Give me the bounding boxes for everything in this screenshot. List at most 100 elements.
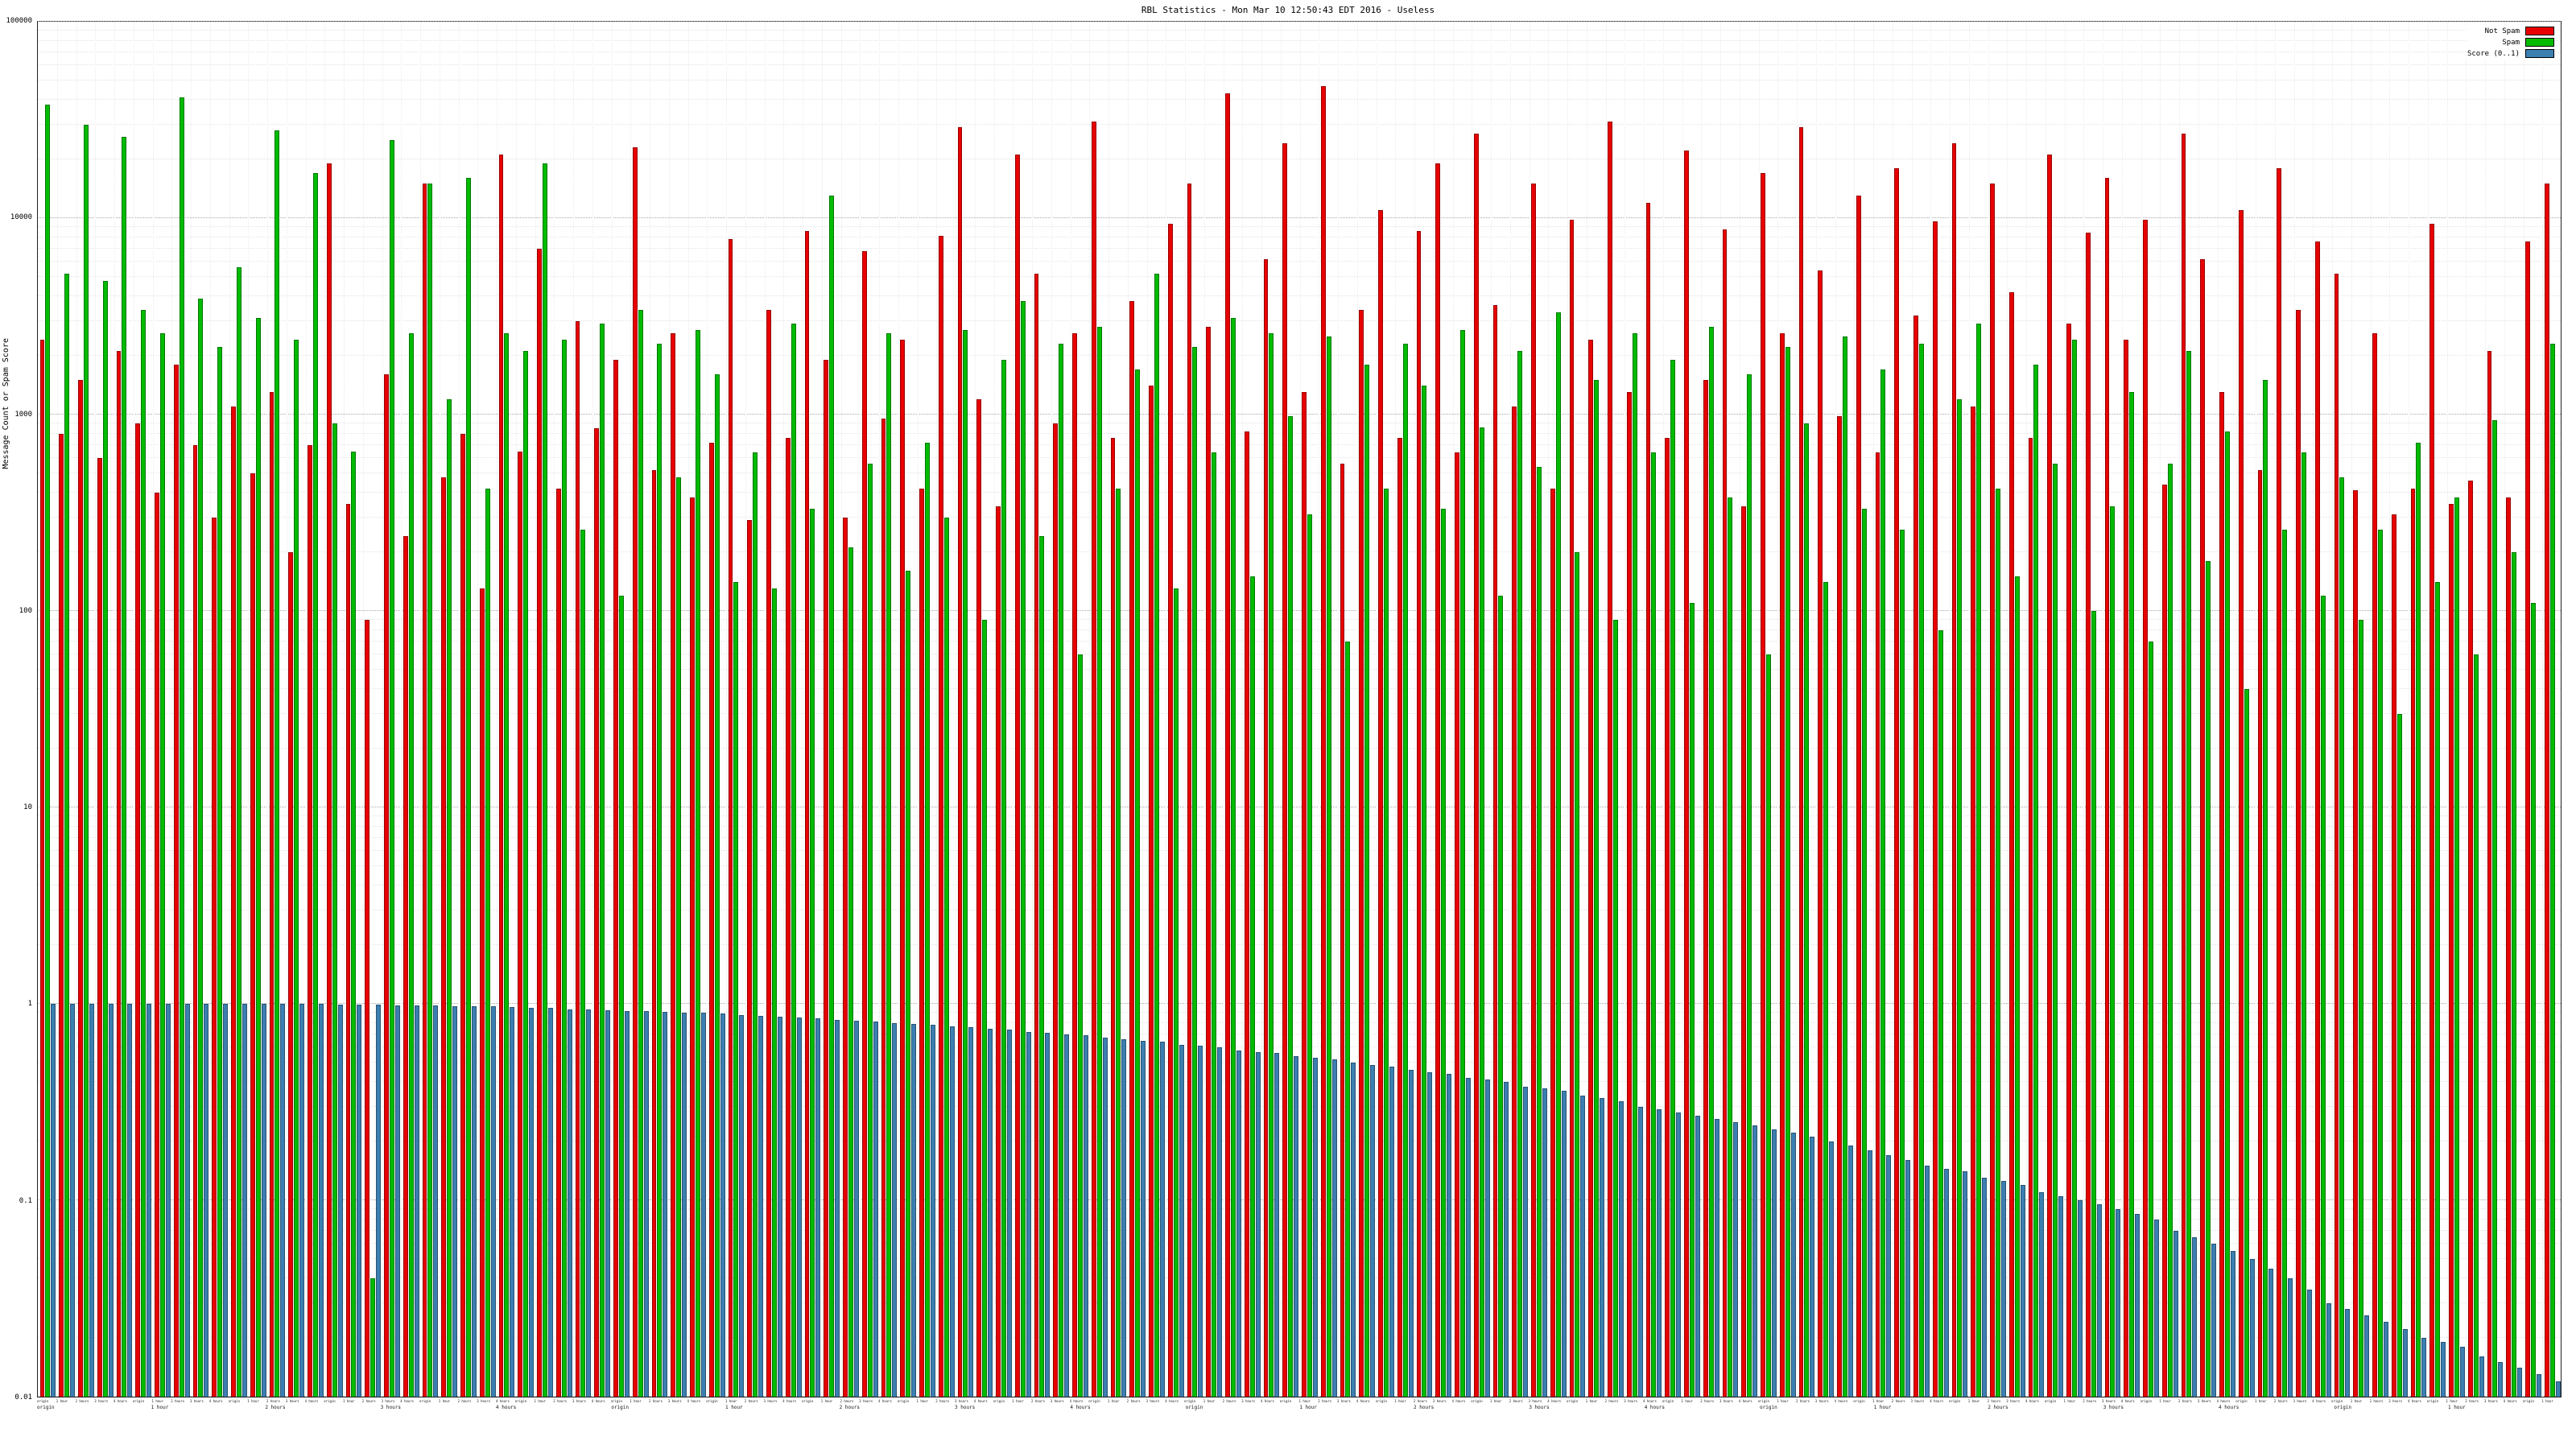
bar-score xyxy=(2077,1200,2083,1397)
bar-notspam xyxy=(479,588,485,1397)
bar-group xyxy=(687,22,708,1397)
x-tick-label-sparse xyxy=(132,1404,151,1411)
bar-score xyxy=(2135,1214,2140,1397)
bar-spam xyxy=(1039,536,1045,1397)
bar-group xyxy=(362,22,382,1397)
bar-group xyxy=(229,22,249,1397)
bar-group xyxy=(1070,22,1090,1397)
x-tick-label: 3 hours xyxy=(190,1399,204,1403)
x-tick-label: 3 hours xyxy=(2102,1399,2116,1403)
bar-group xyxy=(305,22,325,1397)
bar-notspam xyxy=(1645,202,1651,1397)
bar-score xyxy=(777,1016,782,1397)
x-tick-label: 4 hours xyxy=(1930,1399,1944,1403)
bar-notspam xyxy=(1110,438,1116,1397)
bar-spam xyxy=(733,582,739,1397)
bar-spam xyxy=(1154,274,1159,1397)
bar-group xyxy=(1452,22,1472,1397)
x-tick-label-sparse xyxy=(630,1404,650,1411)
bar-spam xyxy=(1708,326,1714,1397)
x-tick-label-sparse xyxy=(2199,1404,2219,1411)
x-tick-label: origin xyxy=(2522,1399,2534,1403)
bar-score xyxy=(127,1004,133,1397)
y-tick-label: 1 xyxy=(27,1000,32,1009)
bar-notspam xyxy=(78,380,83,1397)
bar-group xyxy=(497,22,516,1397)
bar-spam xyxy=(657,343,663,1397)
bar-notspam xyxy=(2066,324,2071,1397)
bar-score xyxy=(1255,1051,1261,1397)
x-tick-label: 2 hours xyxy=(2273,1399,2288,1403)
x-tick-label-sparse xyxy=(56,1404,76,1411)
bar-group xyxy=(439,22,459,1397)
x-tick-label: 4 hours xyxy=(1738,1399,1752,1403)
x-tick-label-sparse xyxy=(820,1404,840,1411)
x-tick-label-sparse: 3 hours xyxy=(2103,1405,2124,1410)
x-tick-label-sparse xyxy=(650,1404,669,1411)
x-tick-label: 3 hours xyxy=(1528,1399,1542,1403)
bar-group xyxy=(2466,22,2485,1397)
x-tick-label: origin xyxy=(1757,1399,1769,1403)
x-tick-label-sparse xyxy=(1051,1404,1071,1411)
bar-group xyxy=(2140,22,2161,1397)
bar-spam xyxy=(1288,416,1294,1397)
bar-group xyxy=(1242,22,1261,1397)
x-tick-label: 2 hours xyxy=(75,1399,89,1403)
x-tick-label: origin xyxy=(228,1399,240,1403)
x-tick-label-sparse xyxy=(2239,1404,2258,1411)
x-tick-label-sparse xyxy=(1224,1404,1243,1411)
bar-notspam xyxy=(2181,133,2186,1397)
x-tick-label-sparse xyxy=(1568,1404,1587,1411)
bar-score xyxy=(1886,1154,1892,1397)
x-tick-label-sparse xyxy=(1550,1404,1569,1411)
x-tick-label: 3 hours xyxy=(1337,1399,1351,1403)
bar-score xyxy=(165,1004,171,1397)
bar-score xyxy=(1083,1035,1088,1397)
x-tick-label-sparse xyxy=(2372,1404,2392,1411)
bar-score xyxy=(739,1014,745,1397)
bar-group xyxy=(2179,22,2198,1397)
bar-group xyxy=(1815,22,1835,1397)
x-tick-label: origin xyxy=(514,1399,527,1403)
bar-group xyxy=(860,22,879,1397)
x-tick-label: 1 hour xyxy=(2063,1399,2075,1403)
x-tick-label: 4 hours xyxy=(1356,1399,1370,1403)
bar-group xyxy=(1166,22,1185,1397)
x-tick-label-sparse xyxy=(994,1404,1013,1411)
x-tick-label: 1 hour xyxy=(1681,1399,1693,1403)
bar-spam xyxy=(2110,506,2116,1397)
x-tick-label-sparse: 2 hours xyxy=(265,1405,286,1410)
x-tick-label: origin xyxy=(1949,1399,1961,1403)
bar-score xyxy=(1389,1066,1394,1397)
x-tick-label: origin xyxy=(1088,1399,1100,1403)
bar-group xyxy=(133,22,153,1397)
x-tick-label-sparse xyxy=(2391,1404,2410,1411)
x-tick-label-sparse: 2 hours xyxy=(1414,1405,1435,1410)
x-tick-label-sparse xyxy=(898,1404,917,1411)
bar-group xyxy=(974,22,994,1397)
x-tick-label: 1 hour xyxy=(1108,1399,1120,1403)
bar-score xyxy=(1829,1141,1835,1397)
x-tick-label: 2 hours xyxy=(1031,1399,1045,1403)
x-tick-label: 1 hour xyxy=(630,1399,642,1403)
bar-notspam xyxy=(2544,184,2549,1397)
bar-group xyxy=(1854,22,1873,1397)
bar-group xyxy=(1529,22,1549,1397)
bar-score xyxy=(2383,1322,2388,1397)
x-tick-label: origin xyxy=(897,1399,910,1403)
x-tick-label-sparse xyxy=(2505,1404,2524,1411)
y-axis: 100000 10000 1000 100 10 1 0.1 0.01 xyxy=(0,17,35,1402)
bar-score xyxy=(376,1005,382,1397)
bar-group xyxy=(56,22,76,1397)
bar-spam xyxy=(504,332,510,1397)
bar-notspam xyxy=(708,442,714,1397)
bar-notspam xyxy=(402,536,408,1397)
x-tick-label-sparse: 3 hours xyxy=(380,1405,401,1410)
bar-notspam xyxy=(1894,167,1900,1397)
bar-notspam xyxy=(1244,431,1249,1397)
x-tick-label-sparse xyxy=(1338,1404,1357,1411)
bar-notspam xyxy=(1091,122,1096,1397)
bar-spam xyxy=(810,509,815,1397)
bar-notspam xyxy=(1263,258,1269,1397)
x-tick-label-sparse: origin xyxy=(1760,1405,1777,1410)
